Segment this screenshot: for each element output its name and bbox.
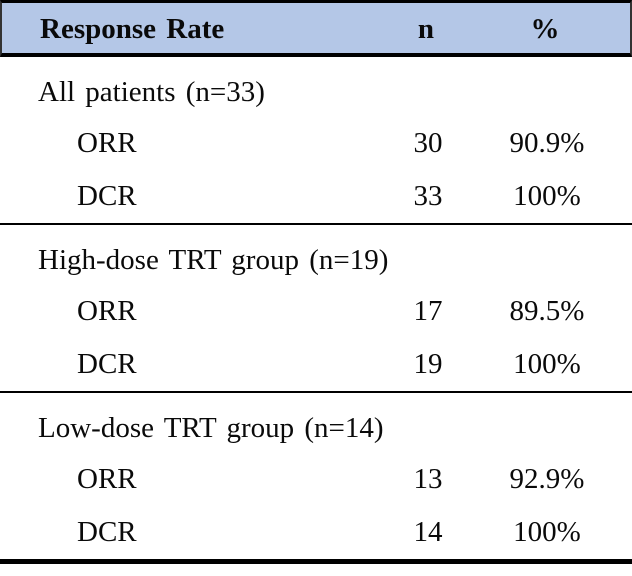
row-pct-value: 100% bbox=[513, 180, 581, 212]
row-n-value: 33 bbox=[413, 180, 443, 212]
group-row-all-patients: All patients (n=33) bbox=[0, 57, 632, 117]
section-divider bbox=[0, 223, 632, 225]
table-header-row: Response Rate n % bbox=[0, 0, 632, 57]
header-percent: % bbox=[530, 12, 560, 45]
row-n-value: 17 bbox=[413, 295, 443, 327]
row-label: DCR bbox=[77, 348, 137, 380]
group-label: All patients (n=33) bbox=[38, 75, 265, 108]
row-n-value: 30 bbox=[413, 127, 443, 159]
row-pct-value: 92.9% bbox=[509, 463, 585, 495]
group-row-high-dose: High-dose TRT group (n=19) bbox=[0, 225, 632, 285]
header-n: n bbox=[417, 12, 435, 45]
row-label: ORR bbox=[77, 463, 137, 495]
response-rate-table: Response Rate n % All patients (n=33) OR… bbox=[0, 0, 632, 564]
row-pct-value: 100% bbox=[513, 516, 581, 548]
table-bottom-rule bbox=[0, 559, 632, 564]
section-divider bbox=[0, 391, 632, 393]
group-label: High-dose TRT group (n=19) bbox=[38, 243, 389, 276]
row-label: DCR bbox=[77, 180, 137, 212]
table-row: DCR 33 100% bbox=[0, 170, 632, 223]
row-pct-value: 90.9% bbox=[509, 127, 585, 159]
table-row: DCR 19 100% bbox=[0, 338, 632, 391]
row-label: DCR bbox=[77, 516, 137, 548]
table-row: ORR 30 90.9% bbox=[0, 117, 632, 170]
group-row-low-dose: Low-dose TRT group (n=14) bbox=[0, 393, 632, 453]
row-label: ORR bbox=[77, 127, 137, 159]
row-n-value: 13 bbox=[413, 463, 443, 495]
table-row: ORR 17 89.5% bbox=[0, 285, 632, 338]
table-row: ORR 13 92.9% bbox=[0, 453, 632, 506]
row-pct-value: 100% bbox=[513, 348, 581, 380]
group-label: Low-dose TRT group (n=14) bbox=[38, 411, 384, 444]
row-n-value: 14 bbox=[413, 516, 443, 548]
header-response-rate: Response Rate bbox=[40, 12, 225, 45]
table-row: DCR 14 100% bbox=[0, 506, 632, 559]
row-n-value: 19 bbox=[413, 348, 443, 380]
row-pct-value: 89.5% bbox=[509, 295, 585, 327]
row-label: ORR bbox=[77, 295, 137, 327]
